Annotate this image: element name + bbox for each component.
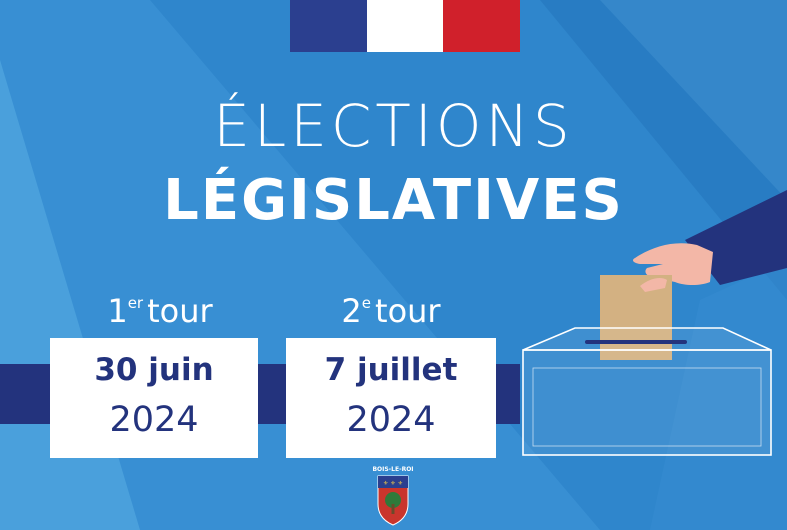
round-1-date-card: 30 juin 2024 <box>50 338 258 458</box>
round-1-year: 2024 <box>109 400 199 440</box>
round-1-suffix: er <box>127 294 144 312</box>
round-2-date-card: 7 juillet 2024 <box>286 338 496 458</box>
coat-of-arms-icon: ⚜ ⚜ ⚜ <box>377 475 409 526</box>
round-2-label: 2e tour <box>286 292 496 330</box>
flag-white-stripe <box>366 0 444 52</box>
flag-red-stripe <box>443 0 521 52</box>
ballot-box-icon <box>522 327 772 456</box>
round-2-word: tour <box>375 292 441 330</box>
logo-text: BOIS-LE-ROI <box>372 466 414 473</box>
round-2-year: 2024 <box>346 400 436 440</box>
round-1-date: 30 juin <box>94 352 214 388</box>
round-1-label: 1er tour <box>50 292 270 330</box>
flag-blue-stripe <box>290 0 367 52</box>
round-2-date: 7 juillet <box>324 352 458 388</box>
hand-icon <box>632 243 713 285</box>
title-line-2: LÉGISLATIVES <box>163 168 624 233</box>
svg-text:⚜ ⚜ ⚜: ⚜ ⚜ ⚜ <box>383 480 403 487</box>
ballot-box-illustration <box>522 190 787 456</box>
title-line-1: ÉLECTIONS <box>213 92 574 160</box>
coat-of-arms-logo: BOIS-LE-ROI ⚜ ⚜ ⚜ <box>370 466 416 528</box>
round-1-number: 1 <box>107 292 128 330</box>
ballot-paper-icon <box>600 275 672 360</box>
round-1-word: tour <box>147 292 213 330</box>
french-flag <box>290 0 521 52</box>
round-2-number: 2 <box>341 292 362 330</box>
round-2-suffix: e <box>361 294 372 312</box>
